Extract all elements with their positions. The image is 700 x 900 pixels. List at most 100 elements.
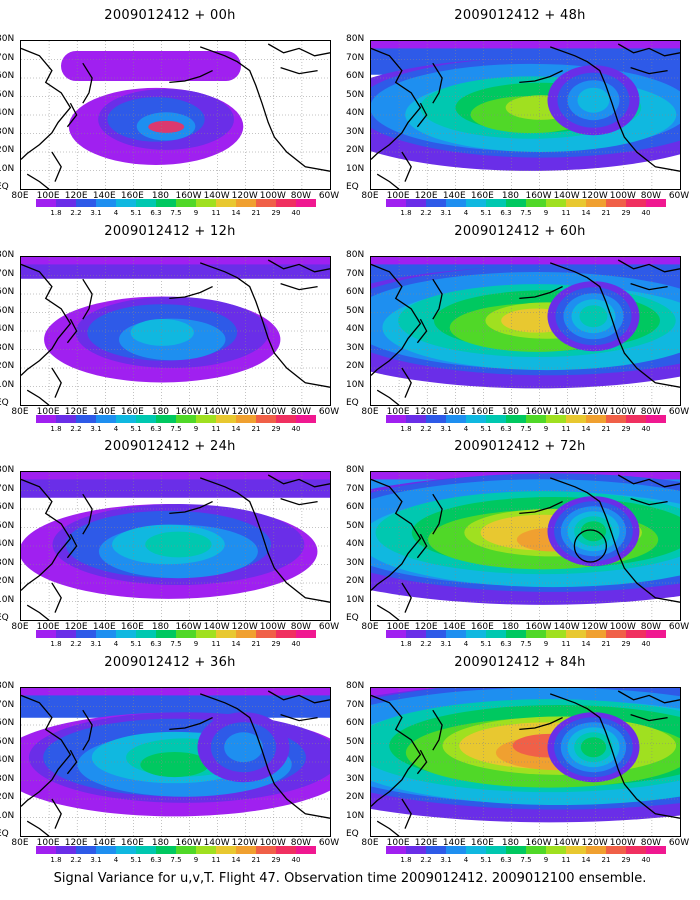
colorbar-swatch xyxy=(236,846,256,854)
colorbar-swatch xyxy=(116,199,136,207)
colorbar-label: 1.8 xyxy=(50,425,62,433)
colorbar-label: 4 xyxy=(113,209,119,217)
y-tick-label: 70N xyxy=(0,268,15,279)
colorbar-swatch xyxy=(96,415,116,423)
x-tick-label: 140W xyxy=(553,407,580,417)
x-tick-label: 80E xyxy=(361,838,379,848)
x-tick-label: 80E xyxy=(11,622,29,632)
colorbar-label: 5.1 xyxy=(130,856,142,864)
colorbar-label: 6.3 xyxy=(500,209,512,217)
colorbar-swatch xyxy=(426,630,446,638)
x-tick-label: 80W xyxy=(640,407,662,417)
colorbar-label: 1.8 xyxy=(50,856,62,864)
colorbar-label: 7.5 xyxy=(520,856,532,864)
y-tick-label: 10N xyxy=(0,810,15,821)
colorbar-swatch xyxy=(56,199,76,207)
colorbar-swatch xyxy=(256,415,276,423)
colorbar-swatch xyxy=(626,846,646,854)
colorbar-label: 2.2 xyxy=(420,425,432,433)
colorbar-swatch xyxy=(506,415,526,423)
colorbar-swatch xyxy=(566,199,586,207)
colorbar-swatch xyxy=(626,199,646,207)
colorbar-swatch xyxy=(626,630,646,638)
y-tick-label: 60N xyxy=(346,502,365,512)
colorbar-label: 29 xyxy=(271,425,281,433)
colorbar-swatch xyxy=(526,415,546,423)
colorbar-swatch xyxy=(256,630,276,638)
colorbar xyxy=(36,415,316,423)
colorbar-swatch xyxy=(156,199,176,207)
y-tick-label: 20N xyxy=(0,576,15,586)
y-tick-label: 50N xyxy=(346,520,365,531)
colorbar-label: 6.3 xyxy=(500,425,512,433)
x-tick-label: 140W xyxy=(203,838,230,848)
x-tick-label: 180 xyxy=(151,622,170,632)
colorbar-label: 7.5 xyxy=(170,856,182,864)
y-tick-label: 80N xyxy=(0,250,15,260)
colorbar-swatch xyxy=(526,846,546,854)
colorbar-swatch xyxy=(406,199,426,207)
y-tick-label: 40N xyxy=(346,108,365,118)
colorbar-label: 3.1 xyxy=(90,856,102,864)
x-tick-label: 100E xyxy=(36,622,60,632)
colorbar-label: 4 xyxy=(463,856,469,864)
colorbar-swatch xyxy=(526,630,546,638)
x-tick-label: 80W xyxy=(640,838,662,848)
map-area xyxy=(20,687,331,837)
colorbar-swatch xyxy=(56,630,76,638)
colorbar xyxy=(386,199,666,207)
map-panel-p00: 2009012412 + 00h EQ 10N 20N 30N 40N 50N 60N 70N 8… xyxy=(0,0,350,220)
y-tick-label: 10N xyxy=(0,594,15,605)
x-tick-label: 160E xyxy=(120,622,144,632)
x-tick-label: 160E xyxy=(470,838,494,848)
colorbar-swatch xyxy=(236,415,256,423)
colorbar-label: 7.5 xyxy=(520,425,532,433)
colorbar-swatch xyxy=(36,415,56,423)
x-tick-label: 80E xyxy=(11,838,29,848)
colorbar-label: 2.2 xyxy=(420,209,432,217)
y-tick-label: 30N xyxy=(0,773,15,784)
x-tick-label: 100E xyxy=(386,407,410,417)
colorbar-swatch xyxy=(606,199,626,207)
colorbar-label: 29 xyxy=(621,209,631,217)
colorbar-swatch xyxy=(296,415,316,423)
y-tick-label: 80N xyxy=(346,34,365,44)
y-tick-label: 30N xyxy=(0,557,15,568)
x-tick-label: 60W xyxy=(668,407,690,417)
colorbar-label: 9 xyxy=(193,425,199,433)
colorbar-label: 7.5 xyxy=(170,209,182,217)
y-tick-label: 50N xyxy=(0,736,15,747)
colorbar-label: 2.2 xyxy=(70,209,82,217)
x-tick-label: 120E xyxy=(414,838,438,848)
colorbar-label: 6.3 xyxy=(150,856,162,864)
colorbar-swatch xyxy=(406,846,426,854)
colorbar-label: 4 xyxy=(113,856,119,864)
colorbar-swatch xyxy=(486,630,506,638)
y-tick-label: 80N xyxy=(0,34,15,44)
x-tick-label: 140E xyxy=(92,191,116,201)
x-tick-label: 120W xyxy=(231,407,258,417)
colorbar-label: 21 xyxy=(251,209,261,217)
x-tick-label: 140E xyxy=(442,622,466,632)
colorbar-label: 21 xyxy=(251,856,261,864)
colorbar-label: 3.1 xyxy=(440,425,452,433)
colorbar-swatch xyxy=(586,199,606,207)
colorbar-swatch xyxy=(386,846,406,854)
colorbar-swatch xyxy=(216,415,236,423)
colorbar-label: 11 xyxy=(211,425,221,433)
y-tick-label: EQ xyxy=(0,182,9,192)
colorbar-label: 21 xyxy=(601,425,611,433)
y-tick-label: 10N xyxy=(0,163,15,174)
x-tick-label: 160W xyxy=(525,407,552,417)
x-tick-label: 140W xyxy=(553,838,580,848)
x-tick-label: 160E xyxy=(120,191,144,201)
colorbar-swatch xyxy=(76,199,96,207)
x-tick-label: 100W xyxy=(609,622,636,632)
x-tick-label: 140W xyxy=(553,191,580,201)
x-tick-label: 140E xyxy=(442,191,466,201)
colorbar-swatch xyxy=(196,199,216,207)
panel-title: 2009012412 + 12h xyxy=(104,224,236,239)
colorbar-swatch xyxy=(446,846,466,854)
y-tick-label: EQ xyxy=(346,182,359,192)
colorbar-label: 7.5 xyxy=(170,425,182,433)
